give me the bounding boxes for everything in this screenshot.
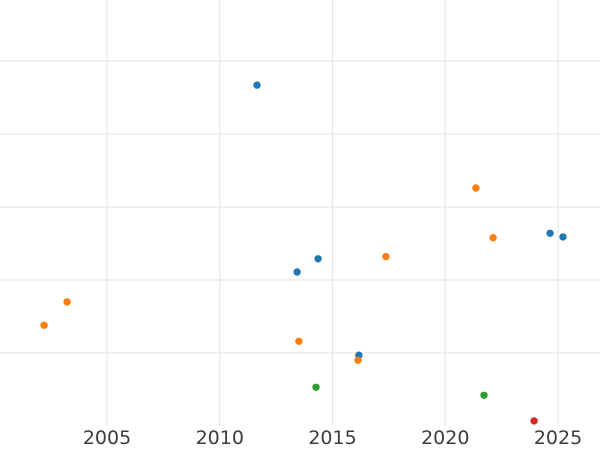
scatter-point-orange: [40, 321, 48, 329]
scatter-point-orange: [63, 298, 71, 306]
scatter-point-red: [530, 417, 538, 425]
scatter-point-orange: [354, 356, 362, 364]
scatter-point-orange: [472, 184, 480, 192]
scatter-point-blue: [293, 268, 301, 276]
scatter-point-blue: [546, 229, 554, 237]
x-tick-label: 2025: [534, 427, 582, 449]
scatter-point-blue: [253, 81, 261, 89]
scatter-point-blue: [559, 233, 567, 241]
scatter-point-green: [480, 391, 488, 399]
scatter-point-orange: [489, 234, 497, 242]
x-tick-label: 2010: [196, 427, 244, 449]
x-tick-label: 2015: [308, 427, 356, 449]
x-tick-label: 2020: [421, 427, 469, 449]
scatter-point-orange: [295, 337, 303, 345]
scatter-point-green: [312, 383, 320, 391]
x-tick-label: 2005: [83, 427, 131, 449]
scatter-point-blue: [314, 255, 322, 263]
scatter-point-orange: [382, 252, 390, 261]
